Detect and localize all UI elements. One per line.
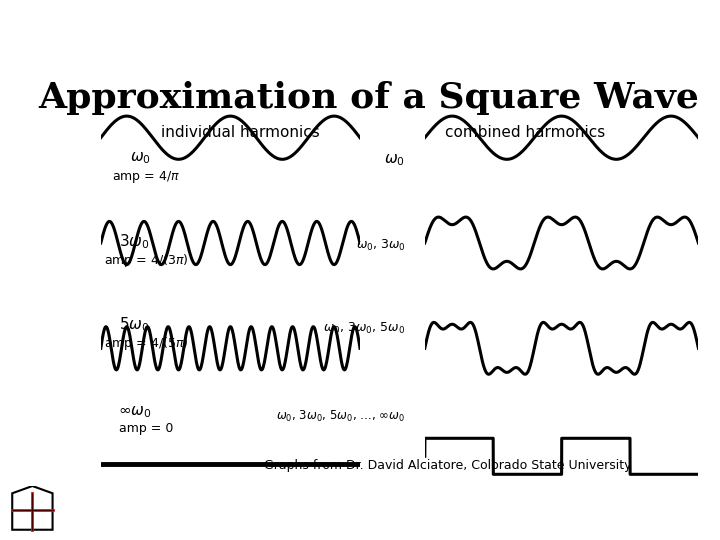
Text: $3\omega_0$: $3\omega_0$ bbox=[120, 232, 150, 251]
Text: $\omega_0$, $3\omega_0$: $\omega_0$, $3\omega_0$ bbox=[356, 238, 405, 253]
Text: combined harmonics: combined harmonics bbox=[445, 125, 606, 140]
Text: amp = $4/\pi$: amp = $4/\pi$ bbox=[112, 169, 180, 185]
Text: amp = $4/(3\pi)$: amp = $4/(3\pi)$ bbox=[104, 252, 188, 269]
Text: $\omega_0$: $\omega_0$ bbox=[130, 151, 150, 166]
Text: $\omega_0$: $\omega_0$ bbox=[384, 153, 405, 168]
Text: $\omega_0$, $3\omega_0$, $5\omega_0$, $\ldots$, $\infty\omega_0$: $\omega_0$, $3\omega_0$, $5\omega_0$, $\… bbox=[276, 409, 405, 424]
Text: $\infty\omega_0$: $\infty\omega_0$ bbox=[118, 404, 151, 420]
Text: Approximation of a Square Wave: Approximation of a Square Wave bbox=[39, 82, 699, 116]
Text: $5\omega_0$: $5\omega_0$ bbox=[120, 315, 150, 334]
Text: Graphs from Dr. David Alciatore, Colorado State University: Graphs from Dr. David Alciatore, Colorad… bbox=[264, 460, 631, 472]
Text: $\omega_0$, $3\omega_0$, $5\omega_0$: $\omega_0$, $3\omega_0$, $5\omega_0$ bbox=[323, 321, 405, 336]
Text: amp = 0: amp = 0 bbox=[119, 422, 173, 435]
Text: amp = $4/(5\pi)$: amp = $4/(5\pi)$ bbox=[104, 335, 188, 352]
Text: individual harmonics: individual harmonics bbox=[161, 125, 320, 140]
